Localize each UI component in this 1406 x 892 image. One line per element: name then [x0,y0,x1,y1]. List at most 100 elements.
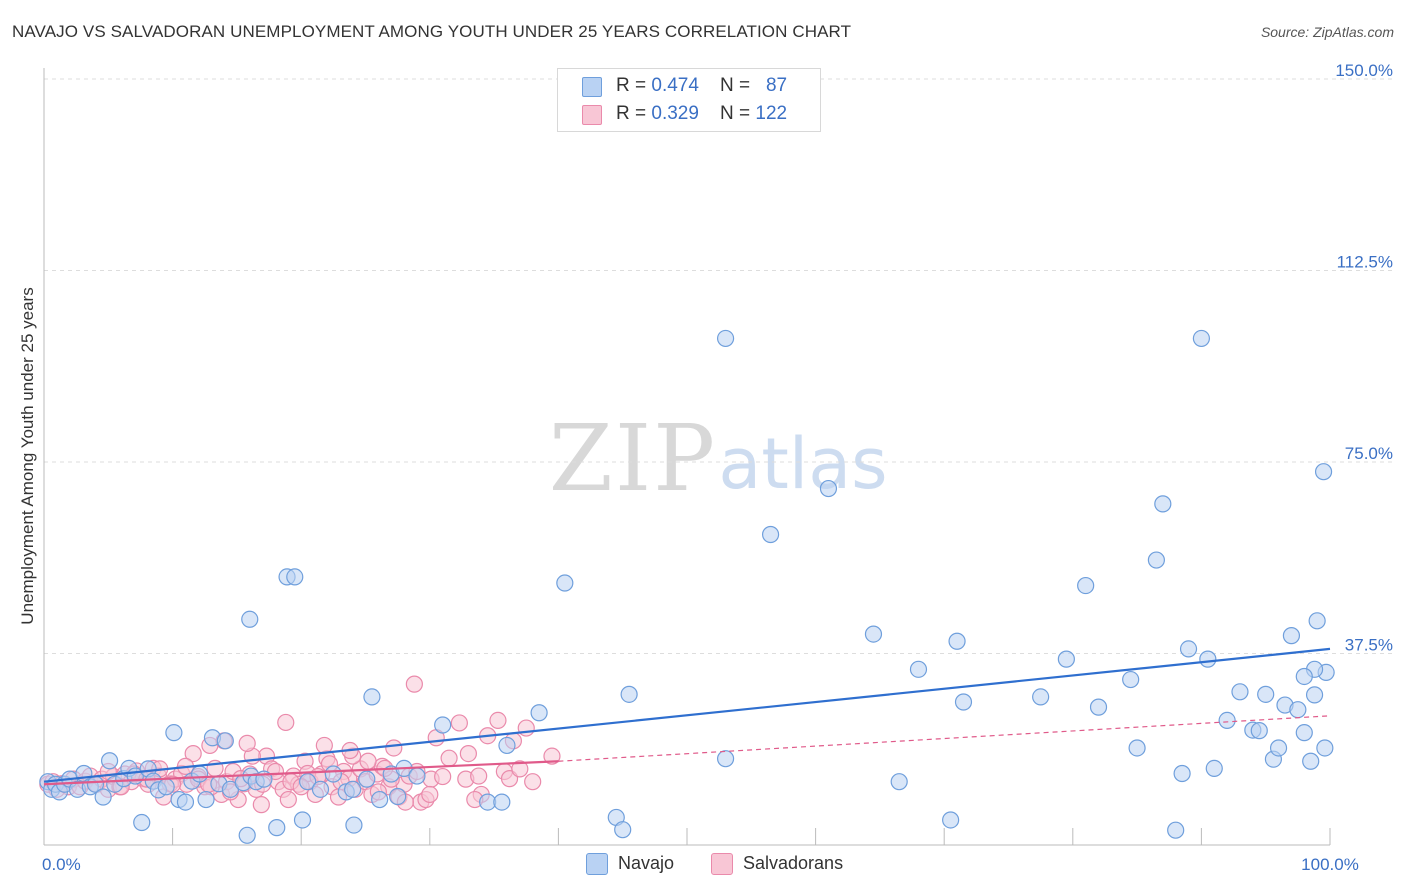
navajo-point [1179,640,1198,658]
navajo-point [819,479,838,498]
salvadoran-trend-extension [558,715,1331,762]
navajo-point [1077,576,1095,595]
legend-swatch-navajo [582,77,602,97]
salvadoran-point [184,744,202,763]
salvadoran-point [421,785,439,804]
navajo-point [864,625,883,643]
navajo-point [216,732,234,750]
navajo-point [530,704,548,722]
salvadoran-point [359,752,377,770]
navajo-point [498,736,516,755]
legend-r-value: 0.474 [651,75,699,96]
navajo-point [345,816,363,834]
navajo-point [1122,670,1140,689]
navajo-point [890,773,908,791]
navajo-point [1089,698,1108,716]
navajo-point [1167,821,1185,839]
navajo-point [268,819,286,837]
navajo-point [493,793,511,811]
navajo-point [176,793,195,811]
navajo-point [133,813,151,832]
navajo-point [1231,683,1249,701]
salvadoran-point [459,744,477,763]
legend-r-label: R = [616,103,652,124]
navajo-point [1314,463,1333,481]
salvadoran-point [238,734,256,752]
navajo-trend-line [43,647,1331,783]
navajo-point [344,780,362,798]
legend-n-value: 87 [765,75,788,96]
salvadoran-point [277,713,295,732]
navajo-point [389,787,407,806]
series-legend: Navajo Salvadorans [0,852,1406,878]
navajo-point [1308,612,1326,630]
navajo-point [286,568,304,586]
salvadoran-point [489,711,507,729]
navajo-point [197,790,215,809]
salvadoran-point [385,739,403,757]
navajo-point [408,767,426,785]
salvadoran-point [470,767,488,785]
navajo-point [716,750,735,768]
legend-n-label: N = [720,103,756,124]
y-tick-label: 112.5% [1337,253,1393,272]
navajo-point [1269,739,1288,757]
navajo-point [1257,685,1275,703]
navajo-point [1057,650,1075,668]
navajo-point [241,610,259,628]
legend-swatch-salvadorans [711,853,733,875]
y-axis-label: Unemployment Among Youth under 25 years [18,287,37,624]
navajo-point [556,574,574,592]
navajo-point [1295,724,1313,742]
salvadoran-point [524,773,542,791]
legend-n-value: 122 [755,103,788,124]
salvadoran-point [315,736,333,755]
salvadoran-point [252,796,270,814]
navajo-point [954,693,973,711]
navajo-point [363,688,381,706]
navajo-point [100,752,119,770]
correlation-legend: R = 0.474 N = 87 R = 0.329 N = 122 [557,68,821,132]
navajo-point [358,770,376,788]
salvadoran-point [405,675,423,693]
watermark-atlas: atlas [718,423,887,505]
y-tick-label: 37.5% [1345,636,1393,655]
navajo-point [299,773,317,791]
navajo-point [1250,722,1268,740]
navajo-point [165,724,183,742]
salvadoran-point [543,747,561,765]
chart-title: NAVAJO VS SALVADORAN UNEMPLOYMENT AMONG … [12,22,852,41]
navajo-point [614,821,632,839]
legend-swatch-navajo [586,853,608,875]
y-tick-label: 150.0% [1335,61,1393,80]
navajo-point [94,788,112,806]
navajo-point [324,765,342,783]
salvadoran-point [440,749,458,767]
navajo-point [1295,667,1313,686]
source-label: Source: ZipAtlas.com [1260,24,1394,40]
navajo-point [191,765,209,783]
navajo-point [1205,759,1223,778]
x-tick-label: 100.0% [1301,855,1359,874]
navajo-point [157,778,175,796]
navajo-point [1316,739,1334,757]
navajo-point [371,790,389,809]
salvadoran-point [450,714,468,732]
navajo-point [1128,739,1146,757]
legend-r-value: 0.329 [651,103,699,124]
navajo-point [909,660,928,678]
navajo-point [434,716,452,734]
navajo-point [311,780,330,798]
x-tick-label: 0.0% [42,855,81,874]
navajo-point [1032,688,1050,706]
navajo-point [238,826,256,844]
navajo-point [761,525,780,544]
navajo-point [1154,495,1172,513]
salvadoran-point [279,790,297,809]
navajo-point [1192,329,1211,348]
navajo-point [942,811,960,829]
navajo-point [1218,711,1236,729]
navajo-point [620,685,638,703]
legend-swatch-salvadorans [582,105,602,125]
